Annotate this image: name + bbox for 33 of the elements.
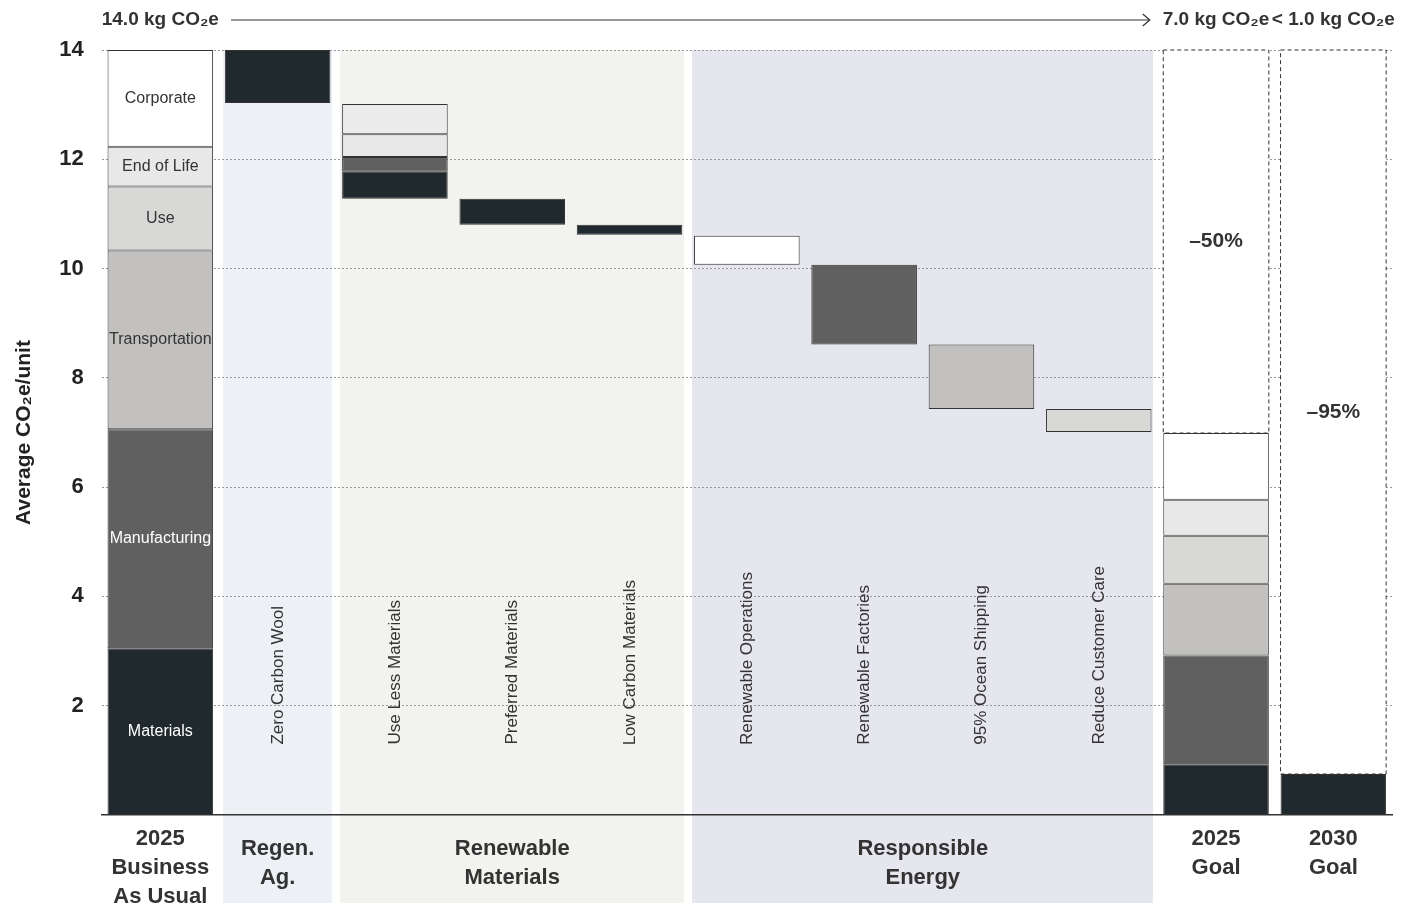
text: Renewable Materials xyxy=(454,835,570,890)
annotation: –95% xyxy=(1306,398,1361,422)
x-tick-label: Reduce Customer Care xyxy=(1088,566,1109,745)
y-tick-label: 12 xyxy=(59,145,84,171)
text: Regen. Ag. xyxy=(240,835,315,890)
y-tick-label: 4 xyxy=(71,582,85,608)
text: < 1.0 kg CO₂e xyxy=(1271,8,1395,30)
text: 14.0 kg CO₂e xyxy=(101,8,219,30)
annotation: –50% xyxy=(1189,228,1244,252)
series-label: Transportation xyxy=(109,330,212,348)
y-tick-label: 2 xyxy=(71,691,84,717)
x-tick-label: Renewable Factories xyxy=(854,585,875,745)
y-tick-label: 6 xyxy=(71,473,84,499)
series-label: End of Life xyxy=(122,157,199,175)
series-label: Corporate xyxy=(124,88,196,106)
x-tick-label: Use Less Materials xyxy=(384,600,405,745)
y-tick-label: 8 xyxy=(71,363,84,389)
text: Responsible Energy xyxy=(857,835,989,890)
x-tick-label: Renewable Operations xyxy=(736,572,757,745)
x-tick-label: Zero Carbon Wool xyxy=(267,606,288,745)
x-tick-label: Preferred Materials xyxy=(502,600,523,745)
series-label: Use xyxy=(146,208,175,226)
series-label: Materials xyxy=(127,722,193,740)
x-tick-label: 2025 Goal xyxy=(1191,825,1241,880)
y-tick-label: 14 xyxy=(59,36,85,62)
series-label: Manufacturing xyxy=(109,529,212,547)
x-tick-label: 2030 Goal xyxy=(1308,825,1358,880)
y-axis-title: Average CO₂e/unit xyxy=(11,340,35,525)
y-tick-label: 10 xyxy=(59,254,84,280)
text: 7.0 kg CO₂e xyxy=(1162,8,1270,30)
x-tick-label: 2025 Business As Usual xyxy=(111,825,210,909)
x-tick-label: 95% Ocean Shipping xyxy=(971,585,992,745)
x-tick-label: Low Carbon Materials xyxy=(619,579,640,745)
